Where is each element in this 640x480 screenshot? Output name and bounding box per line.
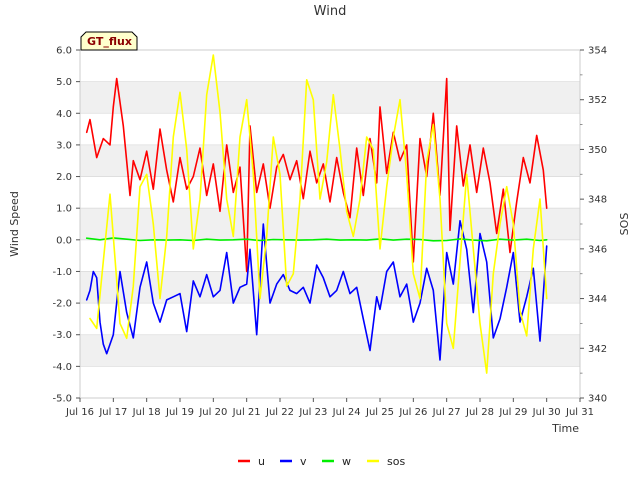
y2-tick-label: 354 bbox=[588, 46, 607, 57]
x-tick-label: Jul 31 bbox=[565, 407, 594, 418]
y-tick-label: -4.0 bbox=[52, 362, 72, 373]
y2-tick-label: 344 bbox=[588, 294, 607, 305]
plot-band bbox=[80, 208, 580, 240]
series-line-u bbox=[85, 77, 548, 273]
legend: u v w sos bbox=[238, 455, 405, 468]
x-tick-label: Jul 19 bbox=[165, 407, 194, 418]
plot-bands bbox=[80, 81, 580, 367]
series-line-v bbox=[85, 220, 548, 361]
x-tick-label: Jul 16 bbox=[65, 407, 94, 418]
y2-tick-label: 340 bbox=[588, 394, 607, 405]
x-axis-title: Time bbox=[551, 422, 579, 435]
legend-label-v: v bbox=[300, 455, 307, 468]
y2-tick-label: 346 bbox=[588, 244, 607, 255]
y-tick-label: -2.0 bbox=[52, 299, 72, 310]
x-tick-label: Jul 18 bbox=[132, 407, 161, 418]
y-axis-title: Wind Speed bbox=[8, 191, 21, 257]
legend-label-sos: sos bbox=[387, 455, 405, 468]
legend-item-sos: sos bbox=[367, 455, 405, 468]
chart-title: Wind bbox=[314, 4, 347, 19]
x-tick-label: Jul 25 bbox=[365, 407, 394, 418]
legend-item-v: v bbox=[280, 455, 307, 468]
plot-band bbox=[80, 81, 580, 114]
site-badge-label: GT_flux bbox=[87, 35, 132, 48]
y-tick-label: 4.0 bbox=[56, 109, 72, 120]
x-tick-label: Jul 28 bbox=[465, 407, 494, 418]
site-badge: GT_flux bbox=[80, 31, 138, 51]
series-line-sos bbox=[89, 54, 548, 374]
y2-axis-title: SOS bbox=[618, 213, 631, 236]
y-tick-label: 3.0 bbox=[56, 140, 72, 151]
x-tick-label: Jul 23 bbox=[298, 407, 327, 418]
x-tick-label: Jul 21 bbox=[232, 407, 261, 418]
site-badge-box bbox=[80, 31, 138, 51]
x-tick-label: Jul 24 bbox=[332, 407, 361, 418]
x-tick-label: Jul 26 bbox=[398, 407, 427, 418]
legend-label-w: w bbox=[342, 455, 351, 468]
y-tick-label: 0.0 bbox=[56, 235, 72, 246]
y2-tick-label: 342 bbox=[588, 344, 607, 355]
y-tick-label: 5.0 bbox=[56, 77, 72, 88]
y-tick-label: 6.0 bbox=[56, 46, 72, 57]
x-tick-label: Jul 30 bbox=[532, 407, 561, 418]
x-tick-label: Jul 20 bbox=[198, 407, 227, 418]
legend-label-u: u bbox=[258, 455, 265, 468]
legend-item-w: w bbox=[322, 455, 351, 468]
y-tick-label: -3.0 bbox=[52, 330, 72, 341]
series-layer bbox=[85, 54, 548, 374]
x-tick-label: Jul 29 bbox=[498, 407, 527, 418]
x-tick-label: Jul 17 bbox=[98, 407, 127, 418]
y2-tick-label: 348 bbox=[588, 195, 607, 206]
series-line-w bbox=[85, 237, 548, 242]
axis-ticks: Jul 16 Jul 17 Jul 18 Jul 19 Jul 20 Jul 21 Jul … bbox=[52, 46, 607, 419]
x-tick-label: Jul 27 bbox=[432, 407, 461, 418]
plot-band bbox=[80, 334, 580, 367]
y2-tick-label: 350 bbox=[588, 145, 607, 156]
y-tick-label: -5.0 bbox=[52, 394, 72, 405]
y2-tick-label: 352 bbox=[588, 95, 607, 106]
plot-band bbox=[80, 271, 580, 304]
legend-item-u: u bbox=[238, 455, 265, 468]
y-tick-label: 2.0 bbox=[56, 172, 72, 183]
y-tick-label: 1.0 bbox=[56, 204, 72, 215]
y-tick-label: -1.0 bbox=[52, 267, 72, 278]
x-tick-label: Jul 22 bbox=[265, 407, 294, 418]
